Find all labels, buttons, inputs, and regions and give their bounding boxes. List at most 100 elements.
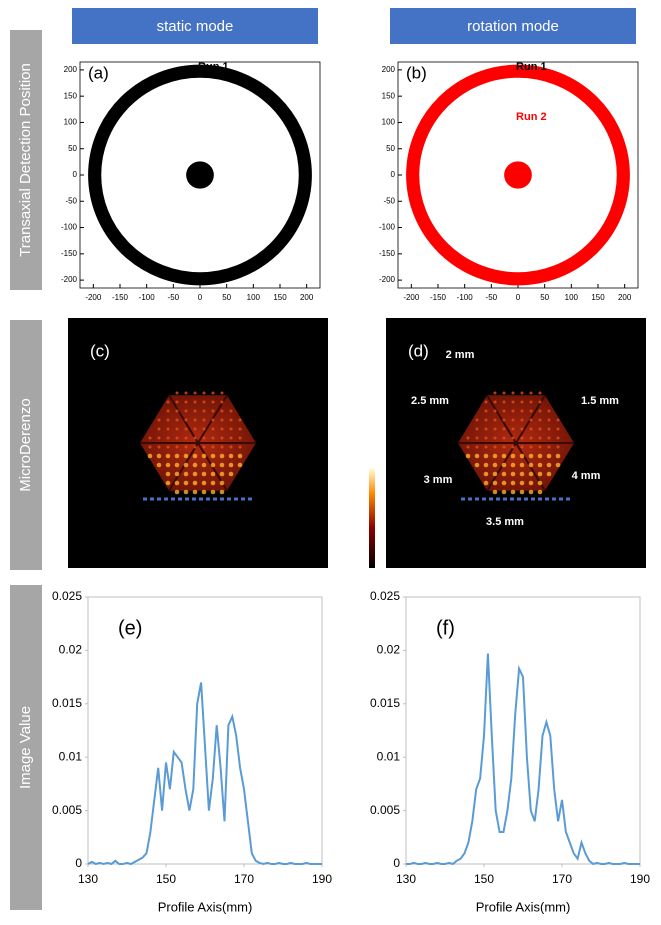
rod-spot	[229, 409, 233, 413]
rod-spot	[166, 427, 170, 431]
rod-spot	[184, 436, 188, 440]
rod-spot	[483, 480, 489, 486]
x-tick-label: 50	[222, 293, 231, 302]
rod-spot	[528, 471, 534, 477]
rod-spot	[502, 418, 506, 422]
rod-spot	[157, 445, 161, 449]
rod-spot	[193, 391, 197, 395]
rod-spot	[493, 445, 497, 449]
x-tick-label: 150	[474, 872, 494, 886]
rod-spot	[519, 471, 525, 477]
rod-spot	[166, 418, 170, 422]
y-tick-label: 200	[64, 65, 78, 74]
rod-spot	[156, 462, 162, 468]
rod-spot	[510, 489, 516, 495]
rod-spot	[511, 436, 515, 440]
rod-spot	[184, 445, 188, 449]
rod-spot	[183, 471, 189, 477]
y-tick-label: 0.02	[59, 643, 83, 657]
rod-spot	[466, 436, 470, 440]
rod-spot	[555, 462, 561, 468]
rod-spot	[529, 436, 533, 440]
rod-spot	[174, 453, 180, 459]
rod-spot	[547, 418, 551, 422]
y-tick-label: 0.015	[52, 696, 82, 710]
rod-spot	[547, 436, 551, 440]
y-tick-label: -100	[379, 223, 396, 232]
rod-spot	[529, 391, 533, 395]
rod-spot	[511, 418, 515, 422]
rod-spot	[184, 391, 188, 395]
rod-spot	[501, 462, 507, 468]
x-tick-label: 200	[300, 293, 314, 302]
rod-spot	[166, 445, 170, 449]
row-label-bar	[10, 320, 42, 570]
rod-spot	[157, 418, 161, 422]
rod-spot	[193, 427, 197, 431]
rod-spot	[556, 427, 560, 431]
rod-spot	[511, 445, 515, 449]
y-tick-label: -200	[61, 275, 78, 284]
y-tick-label: 0.005	[370, 803, 400, 817]
rod-spot	[520, 445, 524, 449]
rod-spot	[555, 453, 561, 459]
rod-spot	[228, 462, 234, 468]
rod-spot	[184, 418, 188, 422]
y-tick-label: 0.025	[370, 589, 400, 603]
rod-spot	[501, 453, 507, 459]
colorbar	[369, 468, 375, 568]
rod-spot	[546, 462, 552, 468]
rod-spot	[520, 391, 524, 395]
profile-line	[87, 682, 322, 866]
rod-spot	[219, 453, 225, 459]
y-tick-label: 0.005	[52, 803, 82, 817]
rod-spot	[166, 436, 170, 440]
rod-spot	[237, 453, 243, 459]
rod-spot	[520, 436, 524, 440]
rod-spot	[474, 462, 480, 468]
rod-spot	[537, 489, 543, 495]
rod-spot	[193, 436, 197, 440]
rod-spot	[492, 489, 498, 495]
x-tick-label: 170	[552, 872, 572, 886]
rod-spot	[229, 445, 233, 449]
y-tick-label: 150	[382, 91, 396, 100]
rod-spot	[165, 453, 171, 459]
rod-spot	[183, 480, 189, 486]
rod-spot	[492, 462, 498, 468]
rod-spot	[202, 391, 206, 395]
y-tick-label: 100	[64, 118, 78, 127]
rod-spot	[148, 436, 152, 440]
x-tick-label: -50	[168, 293, 180, 302]
rod-spot	[520, 418, 524, 422]
core-spot	[186, 161, 214, 189]
rod-spot	[528, 489, 534, 495]
rod-spot	[201, 480, 207, 486]
rod-spot	[228, 453, 234, 459]
annotation: Run 1	[516, 61, 547, 73]
rod-spot	[238, 445, 242, 449]
rod-spot	[466, 445, 470, 449]
rod-spot	[529, 418, 533, 422]
rod-spot	[547, 445, 551, 449]
x-tick-label: 100	[565, 293, 579, 302]
rod-spot	[556, 418, 560, 422]
size-annotation: 2.5 mm	[411, 395, 449, 407]
x-tick-label: -50	[486, 293, 498, 302]
y-tick-label: 200	[382, 65, 396, 74]
rod-spot	[211, 427, 215, 431]
rod-spot	[475, 427, 479, 431]
rod-spot	[211, 445, 215, 449]
rod-spot	[220, 445, 224, 449]
rod-spot	[538, 400, 542, 404]
rod-spot	[484, 436, 488, 440]
rod-spot	[165, 471, 171, 477]
rod-spot	[511, 427, 515, 431]
x-tick-label: 190	[630, 872, 650, 886]
x-tick-label: 170	[234, 872, 254, 886]
x-tick-label: 200	[618, 293, 632, 302]
rod-spot	[210, 453, 216, 459]
rod-spot	[174, 489, 180, 495]
